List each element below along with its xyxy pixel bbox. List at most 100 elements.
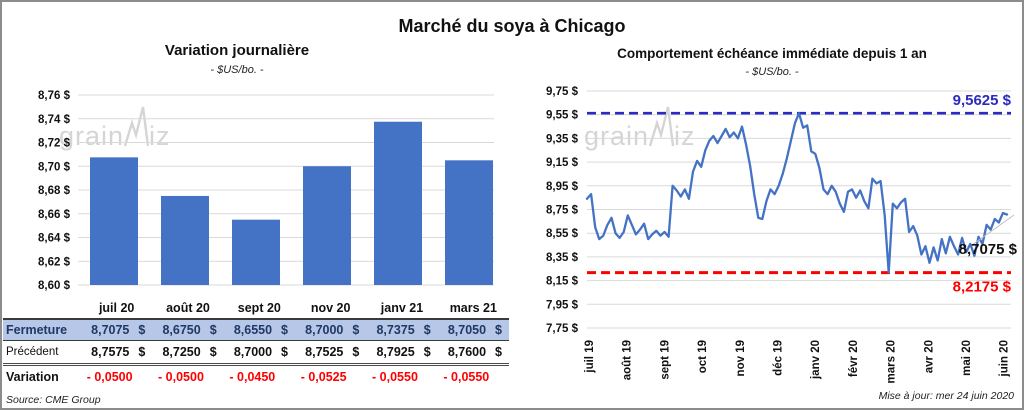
y-axis-tick: 7,95 $ (546, 299, 579, 311)
y-axis-tick: 9,55 $ (546, 110, 579, 122)
y-axis-tick: 8,64 $ (38, 233, 71, 245)
cell-value: 8,7050 (447, 323, 487, 337)
cell-value: 8,7000 (305, 323, 344, 337)
low-value-label: 8,2175 $ (953, 279, 1012, 296)
table-cell: - 0,0550 (438, 370, 509, 384)
table-cell: 8,7575 $ (81, 345, 152, 359)
watermark-zigzag-icon (649, 106, 675, 147)
table-col-header: janv 21 (380, 300, 424, 315)
cell-value: 8,7000 (233, 345, 273, 359)
bar-chart-title: Variation journalière (164, 42, 310, 59)
source-note: Source: CME Group (6, 394, 101, 406)
page-title: Marché du soya à Chicago (398, 16, 626, 36)
table-cell: - 0,0500 (81, 370, 152, 384)
daily-variation-bar-chart: 8,76 $ 8,74 $ 8,72 $ 8,70 $ 8,68 $ 8,66 $ 8,64… (38, 90, 494, 292)
bar-août-20 (161, 195, 209, 285)
cell-value: 8,7375 (376, 323, 415, 337)
table-cell: 8,7000 $ (224, 345, 295, 359)
row-label: Fermeture (6, 323, 68, 337)
cell-unit: $ (209, 323, 217, 337)
cell-value: 8,6550 (233, 323, 273, 337)
x-axis-month-label: déc 19 (773, 340, 785, 376)
cell-unit: $ (352, 345, 360, 359)
watermark-text-grain: grain (59, 121, 125, 151)
cell-unit: $ (495, 345, 502, 359)
table-cell: 8,7075 $ (81, 323, 152, 337)
y-axis-tick: 8,72 $ (38, 138, 71, 150)
bar-sept-20 (232, 219, 280, 285)
y-axis-tick: 8,62 $ (38, 256, 71, 268)
table-col-header: sept 20 (237, 300, 281, 315)
table-cell: 8,7050 $ (438, 323, 509, 337)
watermark-text-grain: grain (584, 121, 650, 151)
table-cell: 8,6550 $ (224, 323, 295, 337)
cell-unit: $ (495, 323, 502, 337)
cell-value: - 0,0500 (86, 370, 133, 384)
last-value-label: 8,7075 $ (959, 241, 1018, 258)
front-month-line-chart: 9,75 $ 9,55 $ 9,35 $ 9,15 $ 8,95 $ 8,75 $ 8,55… (546, 86, 1018, 383)
price-line (585, 112, 1009, 274)
y-axis-tick: 8,35 $ (546, 252, 579, 264)
line-chart-subtitle: - $US/bo. - (745, 66, 799, 78)
table-header-row: juil 20 août 20 sept 20 nov 20 janv 21 mars 2… (3, 297, 509, 318)
y-axis-tick: 9,15 $ (546, 157, 579, 169)
x-axis-month-label: févr 20 (848, 340, 860, 377)
y-axis-tick: 7,75 $ (546, 323, 579, 335)
last-value-leader-line (971, 214, 1015, 246)
cell-unit: $ (423, 323, 431, 337)
table-cell: 8,7250 $ (152, 345, 223, 359)
cell-value: 8,7925 (376, 345, 415, 359)
table-cell: 8,7925 $ (366, 345, 437, 359)
y-axis-tick: 8,70 $ (38, 161, 71, 173)
cell-value: - 0,0550 (443, 370, 490, 384)
cell-value: 8,7075 (91, 323, 130, 337)
bar-janv-21 (374, 121, 422, 285)
cell-unit: $ (281, 345, 288, 359)
table-cell: - 0,0500 (152, 370, 223, 384)
cell-unit: $ (209, 345, 217, 359)
watermark-zigzag-icon (124, 106, 150, 147)
high-value-label: 9,5625 $ (953, 92, 1012, 109)
y-axis-tick: 8,60 $ (38, 280, 71, 292)
y-axis-tick: 8,74 $ (38, 114, 71, 126)
table-cell: 8,6750 $ (152, 323, 223, 337)
cell-value: 8,7250 (162, 345, 201, 359)
price-table: juil 20 août 20 sept 20 nov 20 janv 21 mars 2… (3, 297, 509, 388)
row-label: Variation (6, 370, 59, 384)
cell-value: - 0,0500 (158, 370, 204, 384)
y-axis-tick: 8,75 $ (546, 205, 579, 217)
bar-chart-subtitle: - $US/bo. - (210, 64, 264, 76)
cell-value: - 0,0450 (229, 370, 276, 384)
cell-value: 8,6750 (162, 323, 201, 337)
table-cell: 8,7525 $ (295, 345, 366, 359)
bar-juil-20 (90, 157, 138, 285)
y-axis-tick: 8,95 $ (546, 181, 579, 193)
y-axis-tick: 8,76 $ (38, 90, 71, 102)
table-cell: 8,7000 $ (295, 323, 366, 337)
y-axis-tick: 8,68 $ (38, 185, 71, 197)
x-axis-month-label: avr 20 (923, 340, 935, 373)
cell-unit: $ (138, 323, 146, 337)
y-axis-tick: 8,15 $ (546, 276, 579, 288)
x-axis-month-label: nov 19 (735, 340, 747, 376)
x-axis-month-label: mai 20 (961, 340, 973, 376)
table-cell: - 0,0450 (224, 370, 295, 384)
y-axis-tick: 9,75 $ (546, 86, 579, 98)
update-note: Mise à jour: mer 24 juin 2020 (878, 390, 1014, 402)
cell-value: 8,7525 (305, 345, 344, 359)
x-axis-month-label: août 19 (622, 340, 634, 380)
y-axis-tick: 8,55 $ (546, 228, 579, 240)
cell-unit: $ (281, 323, 288, 337)
table-cell: 8,7375 $ (366, 323, 437, 337)
cell-value: 8,7575 (91, 345, 130, 359)
x-axis-month-label: janv 20 (810, 340, 822, 380)
line-chart-title: Comportement échéance immédiate depuis 1… (617, 46, 927, 61)
x-axis-month-label: mars 20 (886, 340, 898, 383)
table-col-header: juil 20 (98, 300, 135, 315)
cell-unit: $ (423, 345, 431, 359)
x-axis-month-label: juil 19 (584, 340, 596, 374)
y-axis-tick: 9,35 $ (546, 133, 579, 145)
cell-unit: $ (138, 345, 146, 359)
table-row-var: Variation - 0,0500 - 0,0500 - 0,0450 - 0,052… (3, 366, 509, 388)
